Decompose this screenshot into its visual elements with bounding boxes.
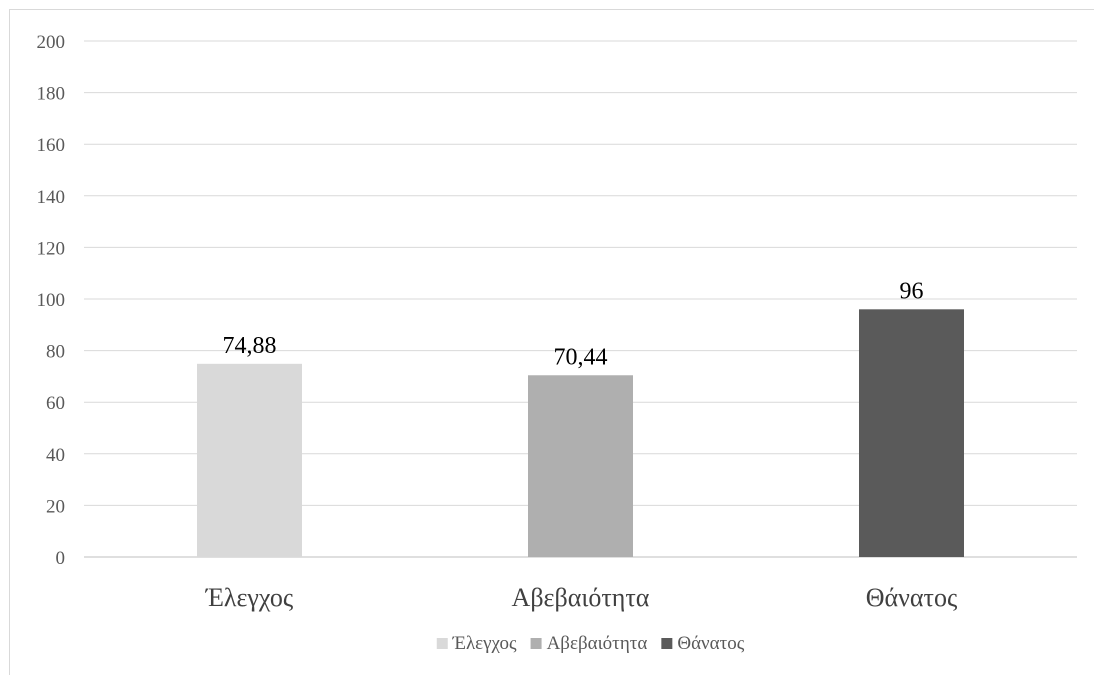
y-axis-ticks: 0 20 40 60 80 100 120 140 160 180 200 [37,32,66,569]
legend-item: Αβεβαιότητα [530,633,648,654]
legend-item: Έλεγχος [436,633,517,654]
bar-1 [197,363,302,557]
chart-frame [9,9,1094,675]
y-tick-label: 140 [37,187,66,208]
data-label: 96 [900,278,924,304]
legend-label: Έλεγχος [452,633,517,654]
bar-2 [528,375,633,557]
data-labels: 74,88 70,44 96 [223,278,924,370]
legend-label: Αβεβαιότητα [547,633,648,654]
y-tick-label: 180 [37,84,66,105]
x-category-label: Αβεβαιότητα [512,583,650,612]
legend-item: Θάνατος [661,633,745,654]
legend-swatch [661,638,673,649]
y-tick-label: 120 [37,238,66,259]
y-tick-label: 160 [37,135,66,156]
legend-label: Θάνατος [677,633,744,654]
x-axis-categories: Έλεγχος Αβεβαιότητα Θάνατος [205,583,958,612]
bars [197,309,964,557]
y-tick-label: 40 [46,445,65,466]
legend: Έλεγχος Αβεβαιότητα Θάνατος [436,633,745,654]
y-tick-label: 60 [46,393,65,414]
y-tick-label: 100 [37,290,66,311]
legend-swatch [436,638,448,649]
y-tick-label: 200 [37,32,66,53]
x-category-label: Θάνατος [866,583,958,612]
y-tick-label: 0 [56,548,66,569]
x-category-label: Έλεγχος [205,583,294,612]
data-label: 70,44 [554,344,608,370]
bar-3 [859,309,964,557]
y-tick-label: 20 [46,496,65,517]
data-label: 74,88 [223,333,277,359]
legend-swatch [530,638,542,649]
y-tick-label: 80 [46,342,65,363]
